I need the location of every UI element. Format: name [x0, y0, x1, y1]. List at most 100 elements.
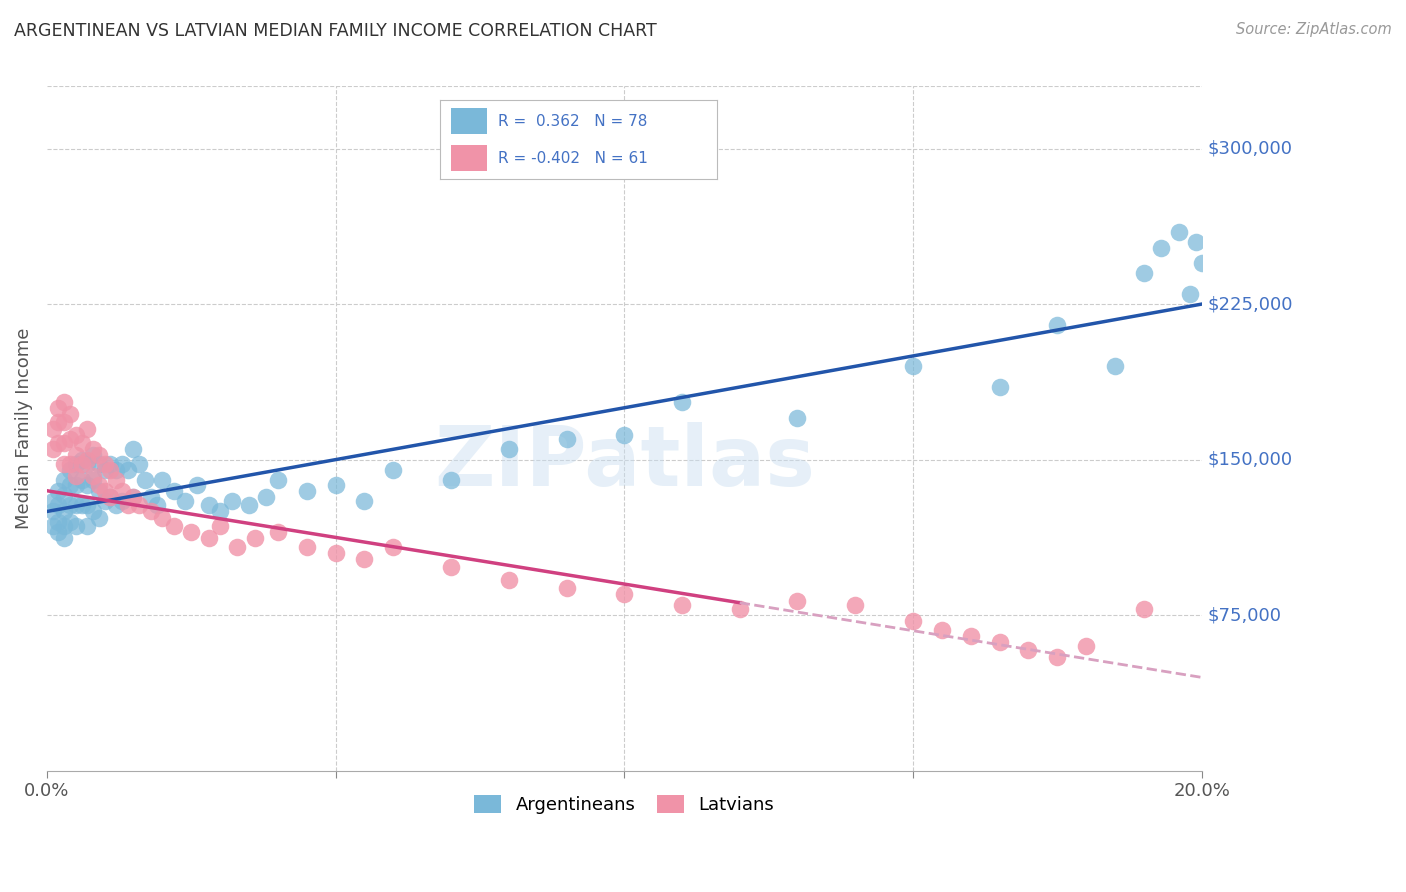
Point — [93, 483, 115, 498]
Point — [59, 477, 82, 491]
Text: $225,000: $225,000 — [1208, 295, 1294, 313]
Point — [209, 504, 232, 518]
Point — [48, 401, 70, 415]
Point — [613, 587, 636, 601]
Point — [197, 498, 219, 512]
Point — [65, 427, 87, 442]
Point — [122, 490, 145, 504]
Point — [671, 394, 693, 409]
Point — [267, 525, 290, 540]
Point — [209, 519, 232, 533]
Text: ZIPatlas: ZIPatlas — [434, 422, 814, 503]
Point — [111, 494, 134, 508]
Point — [180, 525, 202, 540]
Point — [53, 504, 76, 518]
Point — [76, 452, 98, 467]
Point — [53, 519, 76, 533]
Legend: Argentineans, Latvians: Argentineans, Latvians — [465, 787, 783, 823]
Point — [76, 421, 98, 435]
Point — [117, 498, 139, 512]
Text: $150,000: $150,000 — [1208, 450, 1292, 468]
Point — [65, 477, 87, 491]
Point — [353, 494, 375, 508]
Point — [87, 510, 110, 524]
Point — [53, 394, 76, 409]
Point — [41, 519, 63, 533]
Point — [440, 560, 463, 574]
Point — [139, 490, 162, 504]
Point — [65, 469, 87, 483]
Point — [53, 474, 76, 488]
Point — [325, 477, 347, 491]
Point — [498, 573, 520, 587]
Point — [93, 457, 115, 471]
Point — [267, 474, 290, 488]
Point — [186, 477, 208, 491]
Point — [988, 635, 1011, 649]
Point — [48, 525, 70, 540]
Point — [128, 498, 150, 512]
Point — [1185, 235, 1208, 249]
Point — [243, 532, 266, 546]
Point — [53, 488, 76, 502]
Point — [197, 532, 219, 546]
Point — [87, 449, 110, 463]
Point — [325, 546, 347, 560]
Point — [53, 457, 76, 471]
Point — [122, 490, 145, 504]
Point — [100, 490, 122, 504]
Point — [59, 515, 82, 529]
Point — [1046, 318, 1069, 332]
Point — [139, 504, 162, 518]
Point — [105, 474, 128, 488]
Point — [122, 442, 145, 457]
Point — [1150, 241, 1173, 255]
Point — [70, 436, 93, 450]
Point — [93, 494, 115, 508]
Point — [76, 498, 98, 512]
Point — [145, 498, 167, 512]
Point — [1191, 255, 1213, 269]
Point — [41, 504, 63, 518]
Point — [82, 449, 104, 463]
Point — [555, 581, 578, 595]
Point — [111, 457, 134, 471]
Point — [988, 380, 1011, 394]
Point — [70, 474, 93, 488]
Point — [128, 457, 150, 471]
Point — [82, 469, 104, 483]
Point — [353, 552, 375, 566]
Point — [134, 474, 156, 488]
Point — [82, 474, 104, 488]
Point — [671, 598, 693, 612]
Point — [1133, 266, 1156, 280]
Point — [59, 457, 82, 471]
Point — [53, 415, 76, 429]
Point — [959, 629, 981, 643]
Point — [1167, 225, 1189, 239]
Text: Source: ZipAtlas.com: Source: ZipAtlas.com — [1236, 22, 1392, 37]
Text: $300,000: $300,000 — [1208, 139, 1292, 158]
Point — [100, 490, 122, 504]
Point — [221, 494, 243, 508]
Point — [163, 483, 186, 498]
Point — [901, 359, 924, 374]
Point — [87, 477, 110, 491]
Point — [59, 463, 82, 477]
Point — [105, 463, 128, 477]
Point — [59, 432, 82, 446]
Point — [440, 474, 463, 488]
Point — [100, 463, 122, 477]
Point — [48, 415, 70, 429]
Point — [82, 442, 104, 457]
Point — [48, 498, 70, 512]
Point — [117, 463, 139, 477]
Point — [498, 442, 520, 457]
Point — [87, 483, 110, 498]
Text: $75,000: $75,000 — [1208, 607, 1281, 624]
Point — [1046, 649, 1069, 664]
Point — [555, 432, 578, 446]
Point — [931, 623, 953, 637]
Point — [295, 540, 318, 554]
Point — [41, 442, 63, 457]
